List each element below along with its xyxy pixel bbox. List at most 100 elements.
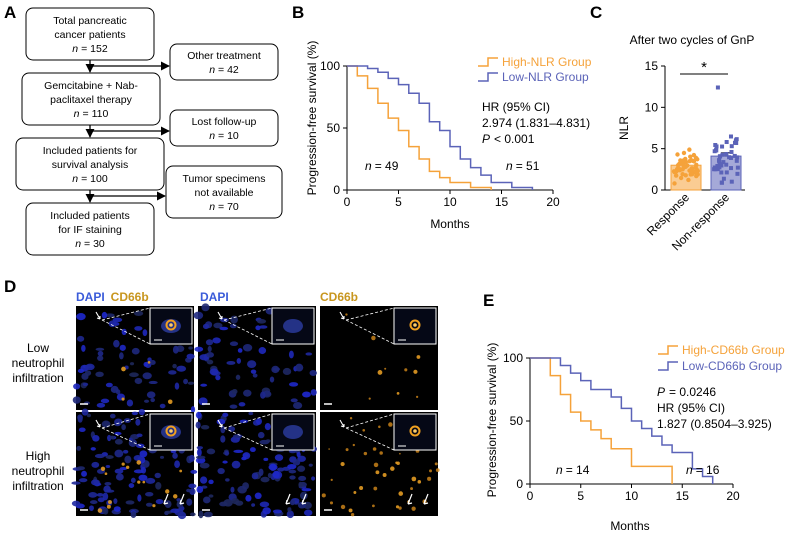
kmE-y-tick-label: 100 — [503, 351, 523, 365]
bar-c-point — [683, 173, 688, 178]
flow-side-tumor-n: n = 70 — [209, 201, 239, 213]
panel-label-d: D — [4, 277, 16, 296]
flow-side-lost-n: n = 10 — [209, 130, 239, 142]
bar-c-point — [691, 152, 697, 158]
bar-c-point — [675, 152, 680, 157]
kmB-x-tick-label: 20 — [546, 195, 560, 209]
km-b-n-high: n = 49 — [365, 159, 399, 173]
flow-box-gnp — [21, 72, 161, 126]
bar-c-point — [729, 149, 734, 154]
km-e-xlabel: Months — [610, 519, 649, 533]
km-e-legend-low-swatch — [658, 361, 678, 371]
flow-box-total-line2: cancer patients — [54, 29, 125, 41]
if-row-low-label-1: Low — [27, 341, 49, 355]
flow-box-if — [25, 202, 155, 256]
bar-c-point — [689, 158, 694, 163]
bar-c-point — [724, 151, 729, 156]
km-b-n-low: n = 51 — [506, 159, 540, 173]
bar-c-point — [714, 148, 719, 153]
km-e-stat-hr: HR (95% CI) — [657, 401, 725, 415]
bar-c-y-tick-label: 10 — [645, 100, 659, 114]
bar-c-y-tick-label: 0 — [651, 183, 658, 197]
bar-c-point — [719, 170, 724, 175]
bar-c-point — [681, 150, 687, 156]
panel-label-e: E — [483, 291, 494, 310]
bar-c-point — [672, 181, 677, 186]
bar-c-point — [724, 170, 729, 175]
bar-c-point — [672, 169, 677, 175]
kmE-x-tick-label: 15 — [676, 489, 690, 503]
bar-c-point — [729, 179, 734, 184]
km-chart-cd66b: Progression-free survival (%) Months 0 5 1… — [485, 343, 785, 533]
km-e-legend-high: High-CD66b Group — [682, 343, 785, 357]
kmE-x-tick-label: 0 — [527, 489, 534, 503]
if-panel: DAPI CD66b DAPI CD66b Low neutrophil infi… — [12, 290, 440, 520]
if-header-merge: DAPI CD66b — [76, 290, 149, 304]
if-header-cd66b: CD66b — [320, 290, 358, 304]
kmE-x-tick-label: 5 — [577, 489, 584, 503]
if-header-dapi: DAPI — [200, 290, 229, 304]
km-b-legend-high-swatch — [478, 57, 498, 67]
bar-c-point — [678, 175, 684, 181]
km-b-legend-low: Low-NLR Group — [502, 70, 589, 84]
flow-side-other-line1: Other treatment — [187, 50, 261, 62]
if-image-low-dapi — [193, 303, 317, 410]
flow-box-if-line1: Included patients — [50, 210, 129, 222]
kmE-series-low — [530, 357, 714, 484]
if-image-high-merge — [71, 408, 198, 520]
if-image-low-merge — [72, 306, 196, 413]
bar-c-point — [693, 165, 698, 170]
bar-c-point — [729, 144, 734, 149]
km-e-n-high: n = 14 — [556, 463, 590, 477]
km-e-stat-ci: 1.827 (0.8504–3.925) — [657, 417, 772, 431]
bar-c-point — [686, 177, 691, 183]
flow-side-tumor-line2: not available — [195, 187, 254, 199]
if-row-low-label-3: infiltration — [12, 371, 63, 385]
bar-c-y-tick-label: 5 — [651, 142, 658, 156]
bar-c-point — [733, 138, 738, 143]
bar-c-point — [728, 134, 733, 139]
bar-c-ylabel: NLR — [617, 116, 631, 140]
flow-side-tumor-line1: Tumor specimens — [182, 173, 265, 185]
bar-c-point — [713, 167, 718, 172]
bar-c-point — [717, 165, 722, 170]
bar-c-point — [713, 143, 718, 148]
if-row-low-label-2: neutrophil — [12, 356, 65, 370]
bar-c-sig-star: * — [701, 59, 707, 76]
kmE-y-tick-label: 0 — [516, 477, 523, 491]
kmB-x-tick-label: 5 — [395, 195, 402, 209]
km-b-ylabel: Progression-free survival (%) — [305, 41, 319, 196]
bar-c-point — [735, 171, 740, 176]
bar-c-point — [715, 164, 720, 169]
kmB-x-tick-label: 15 — [495, 195, 509, 209]
bar-c-point — [735, 165, 740, 170]
flow-box-total-n: n = 152 — [72, 43, 108, 55]
if-image-high-cd66b — [320, 412, 440, 517]
flow-side-tumor — [165, 165, 283, 219]
kmE-x-tick-label: 20 — [726, 489, 740, 503]
km-b-stat-ci: 2.974 (1.831–4.831) — [482, 116, 590, 130]
bar-c-point — [720, 144, 725, 149]
km-b-xlabel: Months — [430, 217, 469, 231]
if-row-high-label-2: neutrophil — [12, 464, 65, 478]
bar-c-point — [732, 140, 737, 145]
bar-c-point — [718, 154, 723, 159]
bar-c-point — [695, 172, 700, 177]
bar-c-point — [719, 163, 724, 168]
bar-c-point — [719, 180, 724, 185]
flow-box-gnp-n: n = 110 — [74, 108, 109, 120]
bar-c-point — [689, 166, 694, 171]
kmB-series-high — [347, 65, 492, 190]
if-image-low-cd66b — [320, 306, 438, 410]
km-e-ylabel: Progression-free survival (%) — [485, 343, 499, 498]
bar-c-point — [673, 173, 679, 178]
flow-box-survival-line1: Included patients for — [43, 145, 138, 157]
bar-c-point — [732, 153, 737, 158]
bar-c-y-tick-label: 15 — [645, 59, 659, 73]
km-b-stat-hr: HR (95% CI) — [482, 100, 550, 114]
kmB-y-tick-label: 100 — [320, 59, 340, 73]
bar-c-point — [688, 154, 693, 159]
kmB-y-tick-label: 0 — [333, 183, 340, 197]
